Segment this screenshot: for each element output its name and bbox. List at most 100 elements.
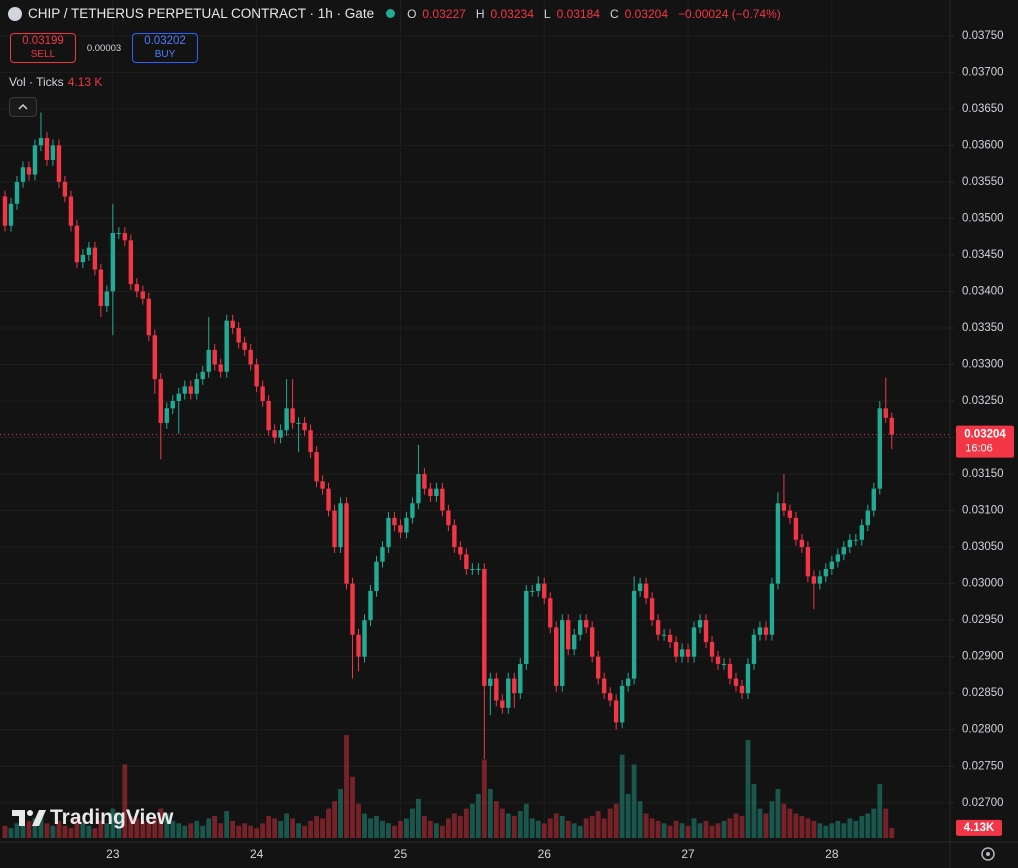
volume-bar xyxy=(547,818,553,838)
candle xyxy=(560,614,565,692)
volume-bar xyxy=(805,818,811,838)
candle xyxy=(434,482,439,502)
volume-bar xyxy=(523,803,529,838)
candle xyxy=(464,548,469,575)
candle xyxy=(488,672,493,716)
y-tick-label: 0.03450 xyxy=(962,249,1004,261)
candle xyxy=(260,380,265,407)
chevron[interactable] xyxy=(18,103,28,110)
candle-body xyxy=(560,620,565,686)
candle-body xyxy=(284,408,289,431)
candle xyxy=(655,614,661,641)
buy-button[interactable]: 0.03202 BUY xyxy=(132,33,198,63)
y-tick-label: 0.03650 xyxy=(962,103,1004,115)
candle xyxy=(410,497,415,524)
candle xyxy=(613,694,619,730)
candle-body xyxy=(554,627,559,686)
buy-price[interactable]: 0.03202 xyxy=(144,35,186,47)
candle-body xyxy=(500,700,505,708)
volume-bar xyxy=(883,808,889,838)
volume-bar xyxy=(535,820,541,838)
candle xyxy=(500,694,505,714)
volume-bar xyxy=(721,820,727,838)
candle-body xyxy=(170,401,175,409)
volume-title: Vol · Ticks xyxy=(9,75,64,89)
candle-body xyxy=(494,678,499,701)
candle-body xyxy=(721,663,727,665)
settings-icon[interactable] xyxy=(981,847,995,861)
candle-body xyxy=(488,678,493,686)
volume-bar xyxy=(434,823,439,838)
volume-bar xyxy=(74,818,80,838)
volume-bar xyxy=(176,823,182,838)
candle xyxy=(793,512,799,546)
volume-bar xyxy=(835,820,841,838)
sell-label[interactable]: SELL xyxy=(30,49,56,60)
y-tick-label: 0.03100 xyxy=(962,505,1004,517)
candle-body xyxy=(68,196,74,226)
volume-bar xyxy=(110,808,116,838)
candle-body xyxy=(248,349,253,365)
candle-body xyxy=(260,386,265,402)
candle xyxy=(110,203,116,336)
candle xyxy=(200,365,205,385)
volume-marker-box xyxy=(956,819,1002,836)
x-tick-label: 28 xyxy=(825,847,839,861)
candle xyxy=(332,504,337,553)
settings-center[interactable] xyxy=(986,852,990,856)
collapse-button[interactable] xyxy=(9,97,37,117)
candle xyxy=(56,139,62,188)
candle xyxy=(745,658,751,700)
candle xyxy=(542,577,547,605)
candle xyxy=(691,621,697,663)
candle xyxy=(703,614,709,648)
sell-price[interactable]: 0.03199 xyxy=(22,35,64,47)
buy-label[interactable]: BUY xyxy=(154,49,176,60)
y-tick-label: 0.03150 xyxy=(962,468,1004,480)
volume-value: 4.13 K xyxy=(67,75,103,89)
candle-body xyxy=(146,298,151,336)
x-tick-label: 27 xyxy=(681,847,695,861)
volume-bar xyxy=(38,813,44,838)
candle xyxy=(44,132,50,166)
candle-body xyxy=(380,547,385,562)
volume-bar xyxy=(8,828,14,838)
volume-bar xyxy=(266,815,272,838)
candle-body xyxy=(679,649,685,657)
settings-gear[interactable] xyxy=(981,847,995,861)
y-tick-label: 0.03400 xyxy=(962,285,1004,297)
volume-bar xyxy=(392,825,397,838)
candle xyxy=(392,512,397,532)
candle xyxy=(566,614,571,656)
candle-body xyxy=(122,233,128,241)
volume-bar xyxy=(308,820,313,838)
candle xyxy=(182,380,187,400)
candle xyxy=(290,379,295,429)
candle xyxy=(709,636,715,663)
candle xyxy=(356,628,361,672)
sell-button[interactable]: 0.03199 SELL xyxy=(10,33,76,63)
candle xyxy=(38,112,44,152)
ohlc-key: O xyxy=(407,6,417,21)
candle-body xyxy=(152,335,157,380)
candle xyxy=(272,424,277,444)
volume-bar xyxy=(853,820,859,838)
candle-body xyxy=(530,590,535,592)
volume-bar xyxy=(877,784,883,838)
candle-body xyxy=(356,634,361,657)
volume-bar xyxy=(601,818,607,838)
candle xyxy=(2,190,8,232)
candle xyxy=(751,628,757,670)
volume-bar xyxy=(272,818,278,838)
volume-bar xyxy=(733,813,739,838)
volume-bar xyxy=(188,823,194,838)
volume-bar xyxy=(14,823,20,838)
candle-body xyxy=(374,561,379,591)
candle-body xyxy=(74,225,80,263)
candle-body xyxy=(8,203,14,226)
candle-body xyxy=(631,590,637,679)
candle xyxy=(98,263,104,318)
candle xyxy=(380,541,385,568)
collapse-chevron[interactable] xyxy=(10,98,36,116)
candle xyxy=(284,379,289,437)
